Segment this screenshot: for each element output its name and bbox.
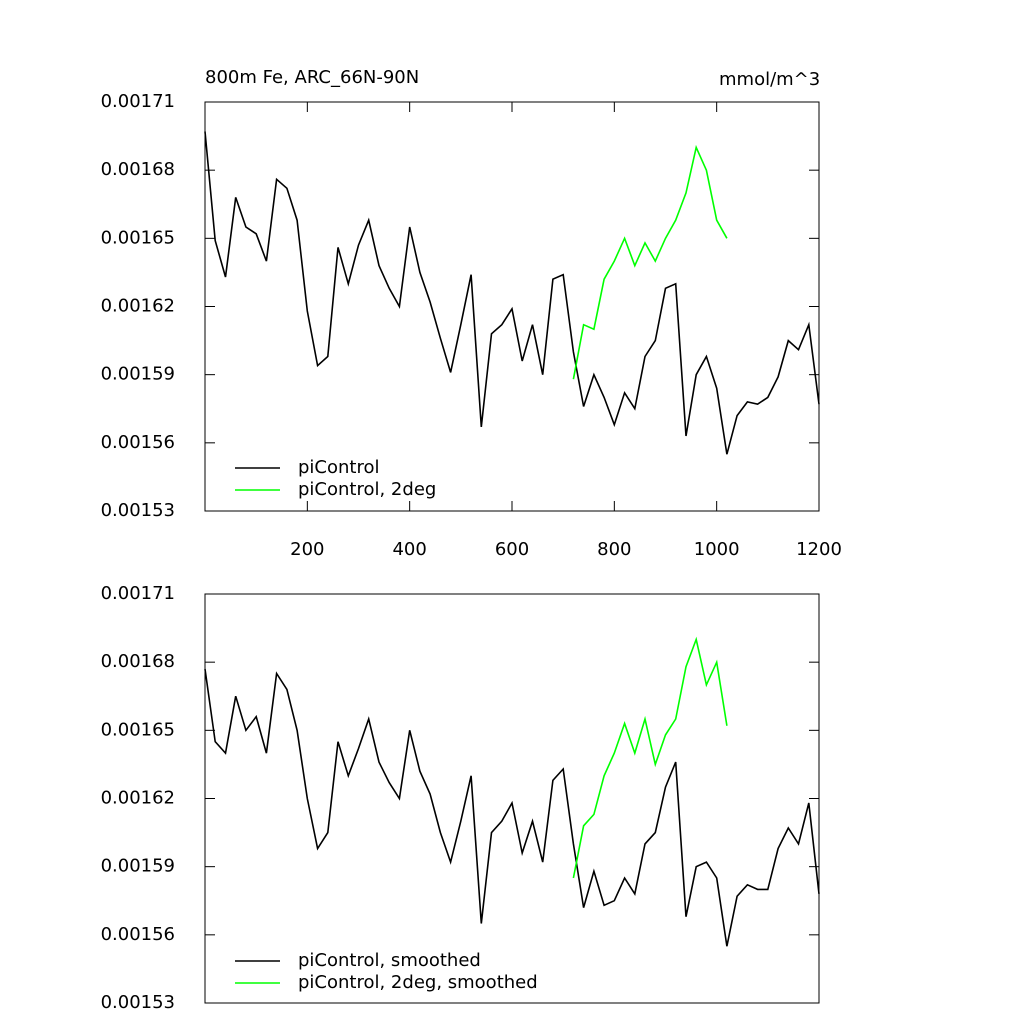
- legend-label: piControl, 2deg: [298, 479, 436, 500]
- y-tick-label: 0.00171: [101, 583, 175, 604]
- y-tick-label: 0.00153: [101, 992, 175, 1013]
- y-tick-label: 0.00156: [101, 432, 175, 453]
- x-tick-label: 400: [392, 539, 426, 560]
- chart-title: 800m Fe, ARC_66N-90N: [205, 67, 419, 88]
- series-line: [204, 131, 820, 455]
- x-tick-label: 1000: [694, 539, 740, 560]
- y-tick-label: 0.00162: [101, 296, 175, 317]
- x-tick-label: 200: [290, 539, 324, 560]
- y-tick-label: 0.00159: [101, 364, 175, 385]
- y-tick-label: 0.00162: [101, 788, 175, 809]
- y-tick-label: 0.00159: [101, 856, 175, 877]
- y-tick-label: 0.00168: [101, 159, 175, 180]
- y-tick-label: 0.00153: [101, 500, 175, 521]
- y-tick-label: 0.00156: [101, 924, 175, 945]
- x-tick-label: 600: [495, 539, 529, 560]
- legend-label: piControl: [298, 457, 380, 478]
- legend-label: piControl, smoothed: [298, 950, 481, 971]
- units-label: mmol/m^3: [719, 69, 820, 90]
- series-line: [572, 144, 728, 380]
- y-tick-label: 0.00171: [101, 91, 175, 112]
- y-tick-label: 0.00165: [101, 719, 175, 740]
- x-tick-label: 800: [597, 539, 631, 560]
- legend-label: piControl, 2deg, smoothed: [298, 972, 538, 993]
- x-tick-label: 1200: [796, 539, 842, 560]
- y-tick-label: 0.00168: [101, 651, 175, 672]
- y-tick-label: 0.00165: [101, 227, 175, 248]
- series-line: [572, 636, 728, 879]
- series-line: [204, 668, 820, 947]
